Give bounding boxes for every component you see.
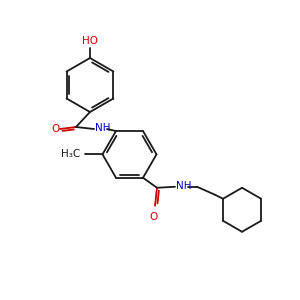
Text: O: O	[51, 124, 59, 134]
Text: NH: NH	[176, 181, 191, 191]
Text: O: O	[150, 212, 158, 222]
Text: NH: NH	[95, 123, 110, 133]
Text: HO: HO	[82, 36, 98, 46]
Text: H₃C: H₃C	[61, 149, 80, 159]
